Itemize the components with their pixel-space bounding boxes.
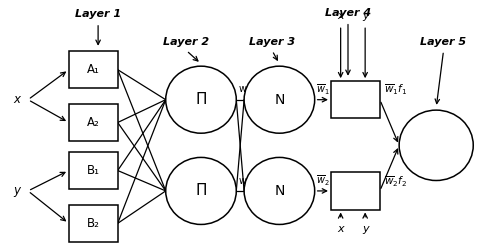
Text: N: N [274, 93, 284, 107]
Text: y: y [362, 11, 368, 21]
Text: x: x [338, 224, 344, 234]
Text: $\overline{w}_1$: $\overline{w}_1$ [316, 83, 330, 97]
Text: Π: Π [195, 184, 207, 198]
Bar [68, 104, 117, 141]
Text: Layer 1: Layer 1 [75, 10, 121, 19]
Bar [68, 51, 117, 88]
Ellipse shape [399, 110, 473, 181]
Text: B₁: B₁ [86, 164, 100, 177]
Text: Layer 2: Layer 2 [163, 37, 210, 47]
Ellipse shape [166, 66, 236, 133]
Text: Π: Π [195, 92, 207, 107]
Bar [68, 152, 117, 189]
Text: A₁: A₁ [87, 63, 100, 76]
Ellipse shape [166, 157, 236, 224]
Text: y: y [14, 184, 21, 197]
Bar [68, 205, 117, 242]
Text: w₁: w₁ [238, 85, 250, 95]
Text: $\overline{w}_1f_1$: $\overline{w}_1f_1$ [384, 83, 407, 98]
Ellipse shape [244, 66, 314, 133]
Text: w₂: w₂ [238, 176, 250, 186]
Bar [331, 81, 380, 118]
Text: x: x [338, 11, 344, 21]
Text: x: x [14, 93, 21, 106]
Text: $\overline{w}_2f_2$: $\overline{w}_2f_2$ [384, 174, 407, 189]
Text: Layer 5: Layer 5 [420, 37, 467, 47]
Text: Layer 4: Layer 4 [325, 8, 371, 18]
Text: B₂: B₂ [87, 217, 100, 230]
Bar [331, 172, 380, 209]
Text: $\overline{w}_2$: $\overline{w}_2$ [316, 174, 330, 188]
Text: N: N [274, 184, 284, 198]
Text: Layer 3: Layer 3 [249, 37, 295, 47]
Text: A₂: A₂ [87, 116, 100, 129]
Ellipse shape [244, 157, 314, 224]
Text: y: y [362, 224, 368, 234]
